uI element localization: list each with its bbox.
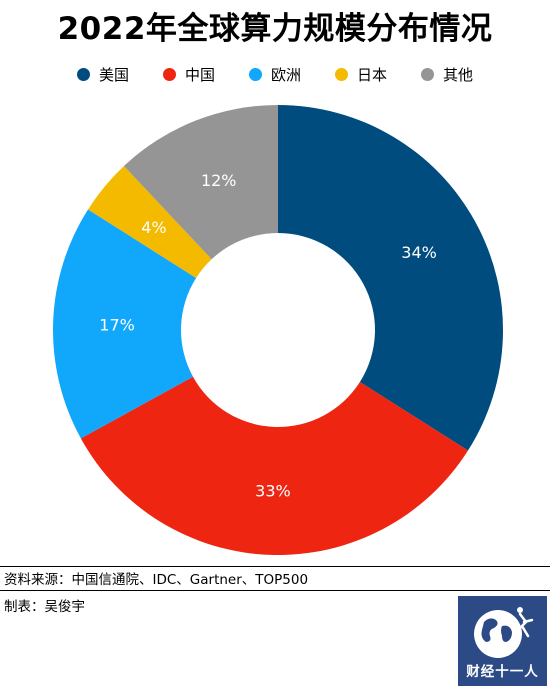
footer-top-rule — [0, 566, 550, 567]
slice-label-usa: 34% — [401, 243, 437, 262]
footer-middle-rule — [0, 590, 550, 591]
slice-label-china: 33% — [255, 481, 291, 500]
legend-item-other: 其他 — [421, 64, 473, 85]
legend-swatch-japan — [335, 68, 348, 81]
maker-note: 制表：吴俊宇 — [4, 599, 85, 615]
slice-label-japan: 4% — [141, 218, 166, 237]
slice-label-other: 12% — [201, 171, 237, 190]
legend-swatch-china — [162, 68, 176, 81]
legend-label-japan: 日本 — [357, 66, 388, 84]
donut-slice-europe — [52, 209, 197, 439]
source-note: 资料来源：中国信通院、IDC、Gartner、TOP500 — [4, 572, 309, 588]
donut-slice-other — [123, 105, 278, 260]
legend-label-other: 其他 — [443, 66, 474, 84]
logo-text: 财经十一人 — [466, 664, 539, 680]
legend-item-usa: 美国 — [76, 64, 129, 85]
chart-title: 2022年全球算力规模分布情况 — [57, 11, 493, 47]
legend-swatch-other — [421, 68, 435, 81]
legend: 美国 中国 欧洲 日本 其他 — [0, 64, 550, 85]
legend-label-china: 中国 — [184, 66, 215, 84]
legend-swatch-usa — [76, 68, 90, 81]
legend-label-usa: 美国 — [98, 66, 129, 84]
legend-item-japan: 日本 — [335, 64, 387, 85]
legend-item-china: 中国 — [162, 64, 215, 85]
legend-item-europe: 欧洲 — [248, 64, 301, 85]
slice-label-europe: 17% — [99, 315, 135, 334]
legend-swatch-europe — [248, 68, 262, 81]
donut-chart: 34% 33% 17% 4% 12% — [52, 105, 504, 556]
globe-runner-icon — [474, 607, 534, 658]
legend-label-europe: 欧洲 — [270, 66, 301, 84]
brand-logo: 财经十一人 — [458, 596, 547, 686]
donut-slice-usa — [278, 105, 504, 451]
donut-slice-china — [80, 376, 468, 556]
donut-slice-japan — [88, 165, 212, 279]
